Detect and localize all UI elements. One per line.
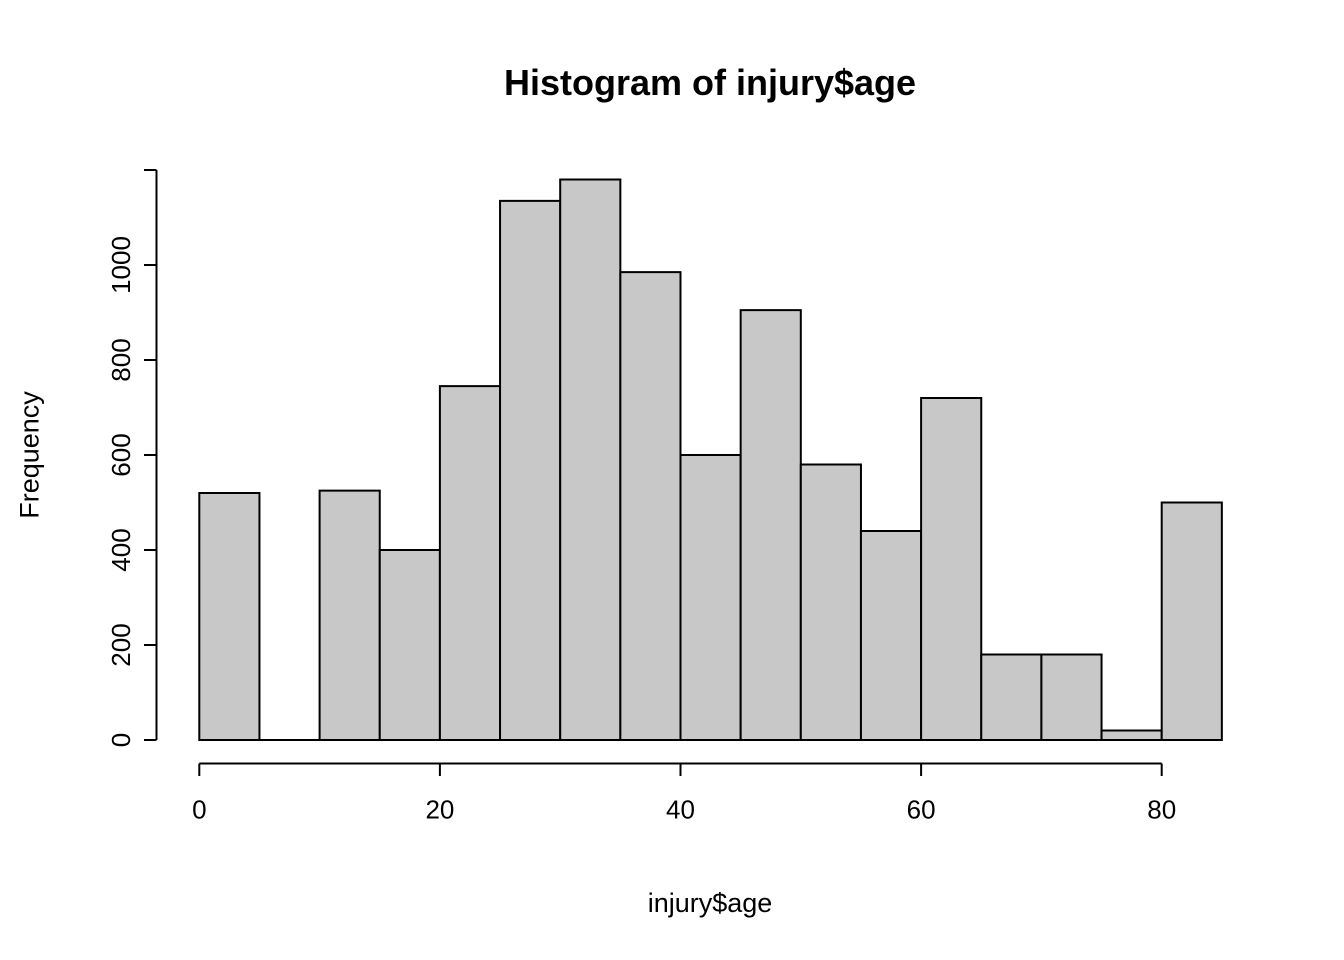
x-axis-label: injury$age <box>647 888 773 918</box>
y-tick-label: 600 <box>106 433 136 476</box>
histogram-bar <box>980 653 1043 741</box>
y-tick-label: 0 <box>106 733 136 747</box>
x-tick-label: 0 <box>192 795 206 825</box>
histogram-bar <box>619 271 682 741</box>
chart-title: Histogram of injury$age <box>503 62 917 103</box>
histogram-bar <box>318 489 381 741</box>
histogram-bar <box>859 530 923 741</box>
histogram-bar <box>739 309 802 741</box>
y-tick-label: 400 <box>106 528 136 571</box>
x-tick-label: 60 <box>907 795 936 825</box>
histogram-bar <box>799 463 862 741</box>
histogram-bar <box>499 199 562 741</box>
x-tick-label: 40 <box>666 795 695 825</box>
histogram-bar <box>1100 729 1163 741</box>
y-tick-label: 200 <box>106 623 136 666</box>
y-axis-label: Frequency <box>14 391 45 519</box>
histogram-bar <box>559 178 622 741</box>
histogram-bar <box>198 492 261 741</box>
y-tick-label: 800 <box>106 338 136 381</box>
histogram-bar <box>679 454 742 741</box>
y-tick-label: 1000 <box>106 236 136 294</box>
x-tick-label: 20 <box>425 795 454 825</box>
histogram-bar <box>1160 501 1223 741</box>
histogram-bar <box>438 385 502 741</box>
histogram-bar <box>378 549 441 741</box>
x-tick-label: 80 <box>1147 795 1176 825</box>
histogram-bar <box>1040 653 1103 741</box>
histogram-bar <box>920 397 983 741</box>
